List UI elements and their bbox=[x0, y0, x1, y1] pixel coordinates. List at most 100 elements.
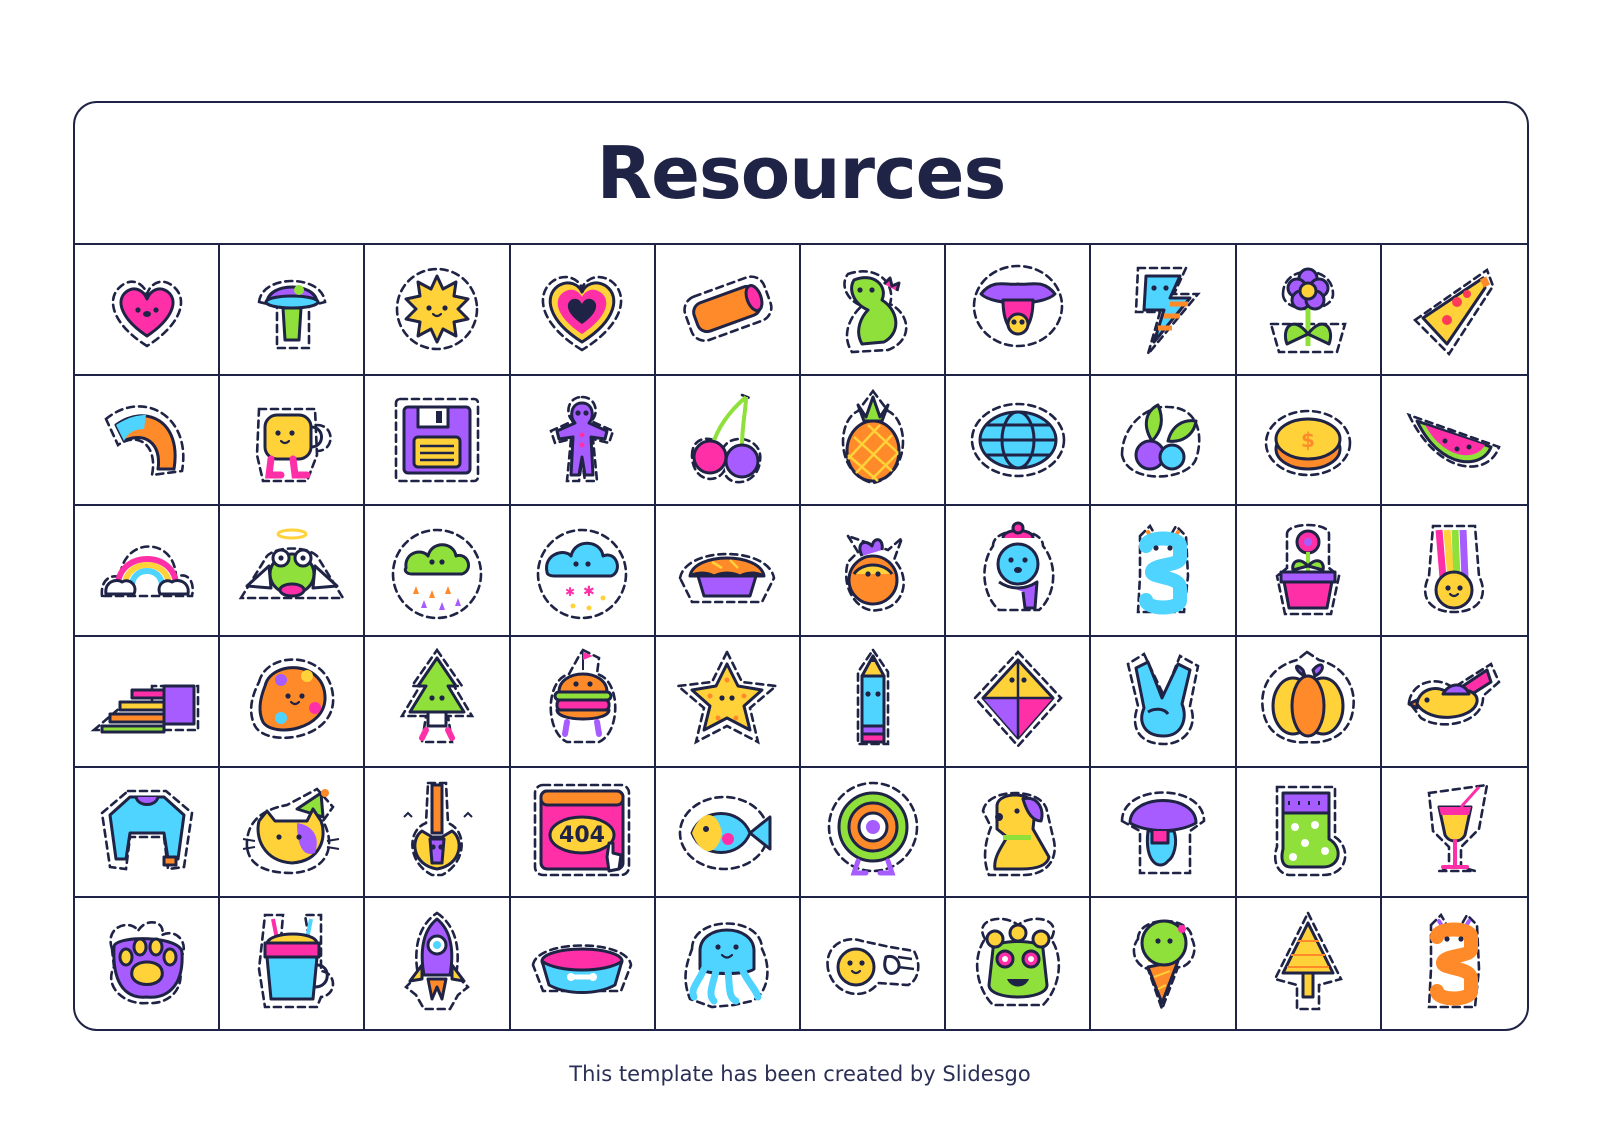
sticker-grid: $ ✱ ✱ bbox=[75, 243, 1527, 1029]
floppy-disk-icon bbox=[394, 397, 480, 483]
resource-cell bbox=[1236, 767, 1382, 899]
resource-cell bbox=[1236, 637, 1382, 768]
resource-cell bbox=[1237, 898, 1382, 1029]
resource-cell bbox=[365, 375, 511, 507]
resource-cell bbox=[365, 637, 511, 768]
rocket-icon bbox=[404, 911, 470, 1010]
resource-cell bbox=[656, 898, 801, 1029]
resource-cell bbox=[655, 506, 801, 637]
kite-icon bbox=[973, 650, 1063, 749]
globe-icon bbox=[970, 402, 1066, 478]
lightning-bolt-icon bbox=[1134, 267, 1201, 356]
orange-snake-icon bbox=[1428, 912, 1481, 1008]
svg-text:✱: ✱ bbox=[583, 584, 595, 600]
resource-cell bbox=[75, 506, 221, 637]
watermelon-slice-icon bbox=[1406, 412, 1502, 468]
cocktail-icon bbox=[1427, 783, 1489, 873]
ice-cream-icon bbox=[1132, 919, 1196, 1013]
resource-cell bbox=[365, 245, 511, 376]
heart-face-icon bbox=[111, 280, 182, 348]
pet-bowl-icon bbox=[531, 943, 633, 994]
pine-tree-icon bbox=[399, 648, 475, 744]
octopus-icon bbox=[684, 921, 770, 1008]
resource-cell bbox=[800, 375, 947, 507]
resource-cell bbox=[946, 637, 1092, 768]
resource-cell bbox=[75, 637, 221, 768]
resource-cell bbox=[75, 898, 221, 1029]
resource-cell bbox=[1381, 637, 1527, 768]
resource-cell bbox=[1236, 506, 1382, 637]
resource-cell bbox=[510, 375, 656, 507]
peace-hand-icon bbox=[1126, 652, 1200, 746]
mushroom-icon bbox=[257, 280, 327, 350]
potted-flower-icon bbox=[1275, 523, 1341, 615]
resource-cell bbox=[800, 637, 947, 768]
coin-icon: $ bbox=[1264, 409, 1352, 477]
dog-icon bbox=[981, 791, 1056, 877]
paint-palette-icon bbox=[249, 658, 335, 740]
resource-cell bbox=[220, 375, 366, 507]
mug-face-icon bbox=[255, 407, 332, 483]
resource-cell: 404 bbox=[510, 767, 656, 899]
resource-cell bbox=[1091, 506, 1237, 637]
berries-icon bbox=[1120, 403, 1201, 478]
resource-cell bbox=[1091, 767, 1237, 899]
resource-cell bbox=[511, 898, 656, 1029]
tube-icon bbox=[683, 275, 774, 343]
resource-cell bbox=[946, 898, 1092, 1029]
resource-cell bbox=[365, 898, 511, 1029]
pineapple-icon bbox=[841, 388, 904, 485]
resource-cell bbox=[800, 506, 947, 637]
resource-cell bbox=[1091, 898, 1237, 1029]
resource-cell bbox=[510, 637, 656, 768]
svg-text:✱: ✱ bbox=[565, 585, 575, 599]
flower-monster-icon bbox=[975, 917, 1060, 1006]
resource-cell bbox=[1091, 245, 1237, 376]
resource-cell bbox=[365, 506, 511, 637]
snow-cloud-icon: ✱ ✱ bbox=[536, 528, 628, 619]
resource-cell bbox=[365, 767, 511, 899]
resources-card: Resources bbox=[73, 101, 1529, 1031]
pie-icon bbox=[679, 552, 776, 603]
resource-cell bbox=[801, 898, 947, 1029]
resource-cell bbox=[75, 245, 221, 376]
resource-cell bbox=[655, 767, 801, 899]
rain-cloud-icon bbox=[391, 528, 483, 619]
resource-cell bbox=[220, 767, 366, 899]
resource-cell bbox=[1381, 768, 1527, 899]
resource-cell bbox=[946, 245, 1092, 376]
orange-fruit-icon bbox=[844, 533, 905, 612]
resource-cell bbox=[800, 767, 947, 899]
resource-cell bbox=[220, 637, 366, 768]
guitar-icon bbox=[403, 781, 473, 877]
ok-hand-emoji-icon bbox=[825, 937, 920, 995]
bird-icon bbox=[1407, 662, 1501, 726]
resource-cell bbox=[800, 245, 947, 376]
rainbow-clouds-icon bbox=[100, 544, 194, 597]
flower-pot-icon bbox=[1269, 267, 1347, 354]
resource-cell bbox=[75, 375, 221, 507]
half-rainbow-icon bbox=[103, 405, 185, 477]
pizza-slice-icon bbox=[1413, 268, 1495, 357]
resource-cell bbox=[1382, 898, 1527, 1029]
resource-cell bbox=[1091, 375, 1237, 507]
svg-text:$: $ bbox=[1301, 428, 1315, 452]
resource-cell bbox=[1091, 637, 1237, 768]
gingerbread-man-icon bbox=[549, 395, 615, 483]
pencil-icon bbox=[856, 648, 889, 746]
sock-icon bbox=[1274, 785, 1347, 877]
resource-cell bbox=[510, 245, 656, 376]
resource-cell bbox=[220, 506, 366, 637]
angel-frog-icon bbox=[238, 528, 346, 599]
resource-cell bbox=[1381, 245, 1527, 376]
resource-cell: ✱ ✱ bbox=[510, 506, 656, 637]
snake-icon bbox=[1136, 523, 1190, 615]
paw-print-icon bbox=[108, 920, 185, 1004]
hot-drink-icon bbox=[257, 913, 335, 1008]
rainbow-bunny-icon bbox=[1424, 524, 1485, 613]
resource-cell bbox=[220, 898, 366, 1029]
resource-cell bbox=[1236, 245, 1382, 376]
resource-cell bbox=[655, 637, 801, 768]
resource-cell bbox=[1381, 506, 1527, 637]
layered-heart-icon bbox=[541, 276, 623, 352]
